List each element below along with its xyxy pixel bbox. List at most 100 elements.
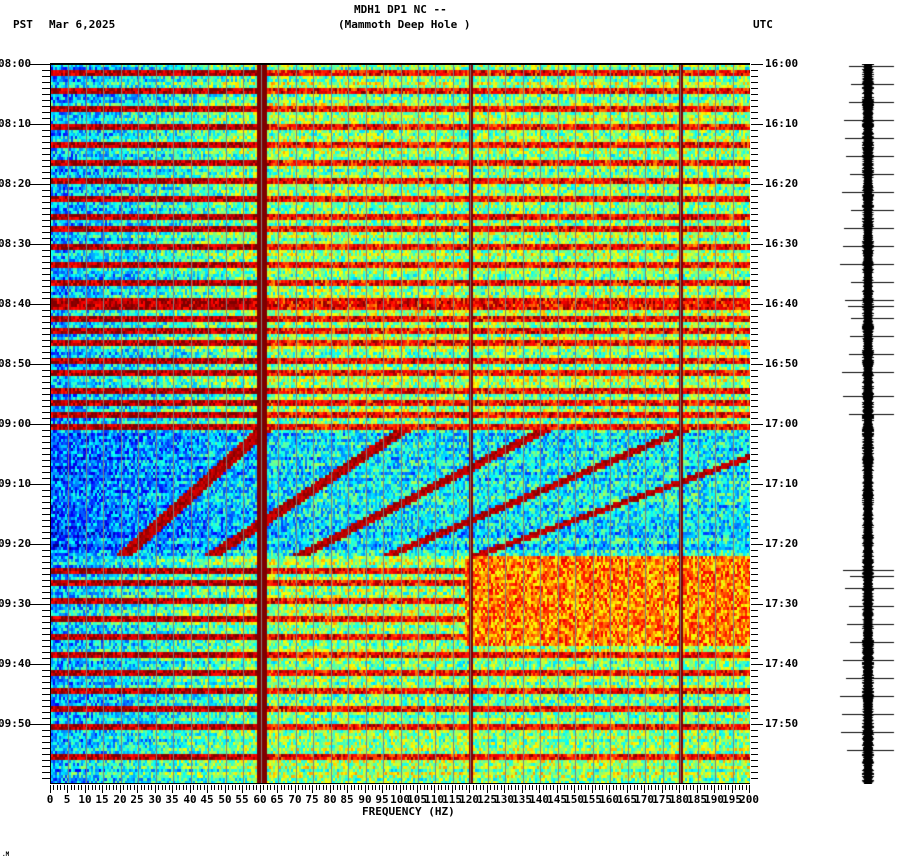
x-tick xyxy=(742,785,743,790)
y-tick-left xyxy=(30,544,50,545)
x-tick xyxy=(57,785,58,790)
y-tick-right xyxy=(751,172,758,173)
x-label: 105 xyxy=(407,793,427,806)
y-label-left: 09:10 xyxy=(0,477,32,490)
y-label-right: 17:40 xyxy=(765,657,799,670)
x-label: 110 xyxy=(424,793,444,806)
y-tick-right xyxy=(751,382,758,383)
y-tick-right xyxy=(751,328,758,329)
y-tick-left xyxy=(42,310,50,311)
y-tick-left xyxy=(42,316,50,317)
y-tick-left xyxy=(42,238,50,239)
x-label: 200 xyxy=(739,793,759,806)
y-tick-left xyxy=(42,334,50,335)
y-tick-right xyxy=(751,130,758,131)
x-tick xyxy=(721,785,722,790)
x-tick xyxy=(207,785,208,793)
y-tick-right xyxy=(751,124,763,125)
y-tick-left xyxy=(42,526,50,527)
y-label-left: 08:00 xyxy=(0,57,32,70)
x-label: 45 xyxy=(200,793,214,806)
y-tick-left xyxy=(42,166,50,167)
x-tick xyxy=(155,785,156,793)
y-tick-right xyxy=(751,760,758,761)
x-label: 10 xyxy=(78,793,92,806)
x-tick xyxy=(655,785,656,790)
y-tick-right xyxy=(751,634,758,635)
y-tick-right xyxy=(751,76,758,77)
x-tick xyxy=(707,785,708,790)
y-tick-right xyxy=(751,262,758,263)
y-tick-left xyxy=(42,232,50,233)
y-tick-right xyxy=(751,490,758,491)
x-tick xyxy=(476,785,477,790)
date-label: Mar 6,2025 xyxy=(49,18,116,31)
y-tick-left xyxy=(42,562,50,563)
y-tick-right xyxy=(751,574,758,575)
y-tick-right xyxy=(751,226,758,227)
y-tick-right xyxy=(751,688,758,689)
y-tick-right xyxy=(751,520,758,521)
x-tick xyxy=(351,785,352,790)
x-tick xyxy=(606,785,607,790)
x-tick xyxy=(200,785,201,790)
y-tick-right xyxy=(751,568,758,569)
x-label: 15 xyxy=(95,793,109,806)
y-tick-right xyxy=(751,472,758,473)
x-tick xyxy=(316,785,317,790)
x-label: 115 xyxy=(442,793,462,806)
y-tick-right xyxy=(751,616,758,617)
x-tick xyxy=(190,785,191,793)
y-tick-right xyxy=(751,448,758,449)
x-tick xyxy=(50,785,51,793)
y-tick-left xyxy=(42,712,50,713)
x-tick xyxy=(291,785,292,790)
y-label-right: 17:10 xyxy=(765,477,799,490)
x-tick xyxy=(256,785,257,790)
y-tick-right xyxy=(751,754,758,755)
y-tick-left xyxy=(42,298,50,299)
x-tick xyxy=(151,785,152,790)
y-label-right: 17:20 xyxy=(765,537,799,550)
y-tick-right xyxy=(751,238,758,239)
y-tick-right xyxy=(751,202,758,203)
y-tick-left xyxy=(42,694,50,695)
y-label-left: 09:30 xyxy=(0,597,32,610)
x-tick xyxy=(239,785,240,790)
x-tick xyxy=(92,785,93,790)
x-tick xyxy=(627,785,628,793)
y-tick-left xyxy=(42,328,50,329)
x-tick xyxy=(578,785,579,790)
x-tick xyxy=(452,785,453,793)
y-tick-left xyxy=(42,706,50,707)
x-tick xyxy=(340,785,341,790)
x-tick xyxy=(232,785,233,790)
y-tick-left xyxy=(42,100,50,101)
x-tick xyxy=(176,785,177,790)
x-tick xyxy=(406,785,407,790)
y-tick-right xyxy=(751,628,758,629)
y-tick-left xyxy=(42,442,50,443)
y-tick-left xyxy=(42,640,50,641)
y-tick-left xyxy=(42,352,50,353)
y-tick-left xyxy=(42,202,50,203)
x-tick xyxy=(686,785,687,790)
x-tick xyxy=(529,785,530,790)
x-tick xyxy=(441,785,442,790)
y-tick-left xyxy=(42,136,50,137)
x-label: 140 xyxy=(529,793,549,806)
x-tick xyxy=(158,785,159,790)
y-label-right: 16:50 xyxy=(765,357,799,370)
x-tick xyxy=(466,785,467,790)
x-tick xyxy=(186,785,187,790)
x-tick xyxy=(60,785,61,790)
x-tick xyxy=(630,785,631,790)
x-tick xyxy=(613,785,614,790)
x-tick xyxy=(113,785,114,790)
y-label-right: 16:20 xyxy=(765,177,799,190)
y-tick-left xyxy=(42,412,50,413)
x-tick xyxy=(525,785,526,790)
x-tick xyxy=(333,785,334,790)
y-tick-left xyxy=(30,64,50,65)
x-tick xyxy=(711,785,712,790)
